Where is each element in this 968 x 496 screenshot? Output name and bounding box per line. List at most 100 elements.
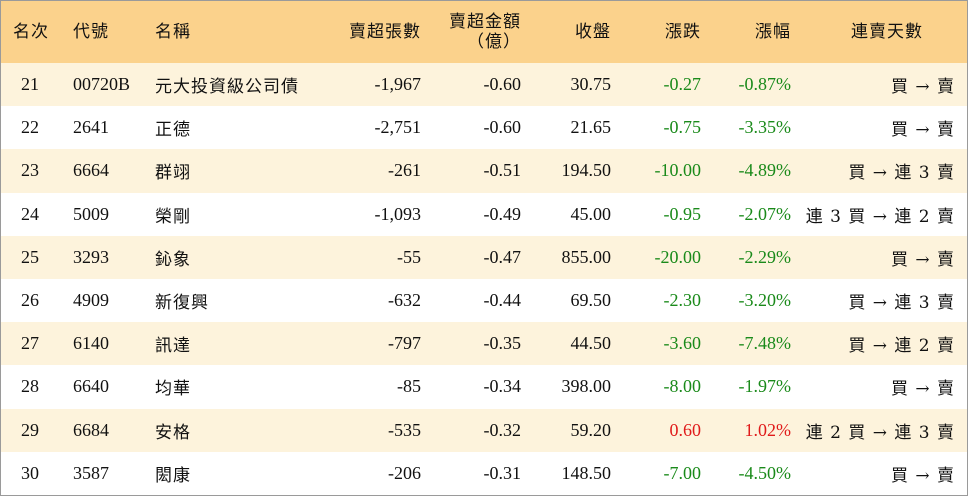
cell-close: 44.50 — [570, 333, 612, 354]
cell-code: 3587 — [73, 462, 109, 483]
cell-change: 0.60 — [669, 419, 702, 440]
cell-name: 新復興 — [155, 293, 209, 314]
cell-change: -0.95 — [663, 203, 702, 224]
cell-name: 榮剛 — [155, 206, 191, 227]
cell-rank: 28 — [21, 376, 39, 397]
cell-percent: -3.20% — [738, 290, 792, 311]
cell-close: 21.65 — [570, 117, 612, 138]
table-row: 30 3587 閎康 -206 -0.31 148.50 -7.00 -4.50… — [1, 451, 967, 495]
cell-rank: 23 — [21, 160, 39, 181]
header-row: 名次 代號 名稱 賣超張數 賣超金額 （億） 收盤 漲跌 漲幅 連賣天數 — [1, 1, 967, 63]
header-sell-amount-line2: （億） — [467, 32, 521, 52]
cell-consecutive-days: 買 → 賣 — [890, 120, 955, 141]
header-consecutive-days: 連賣天數 — [851, 22, 923, 42]
cell-change: -8.00 — [663, 376, 702, 397]
cell-consecutive-days: 買 → 賣 — [890, 77, 955, 98]
cell-code: 2641 — [73, 117, 109, 138]
cell-code: 00720B — [73, 74, 131, 95]
cell-percent: -2.29% — [738, 246, 792, 267]
header-sell-volume: 賣超張數 — [349, 22, 421, 42]
cell-change: -10.00 — [654, 160, 702, 181]
cell-consecutive-days: 買 → 連 3 賣 — [848, 163, 955, 184]
cell-sell-volume: -261 — [388, 160, 421, 181]
cell-percent: -2.07% — [738, 203, 792, 224]
cell-sell-volume: -1,093 — [374, 203, 422, 224]
cell-name: 訊達 — [155, 336, 191, 357]
table-row: 25 3293 鈊象 -55 -0.47 855.00 -20.00 -2.29… — [1, 235, 967, 279]
cell-consecutive-days: 連 2 買 → 連 3 賣 — [805, 422, 955, 443]
cell-code: 6664 — [73, 160, 109, 181]
cell-percent: -4.89% — [738, 160, 792, 181]
cell-code: 3293 — [73, 246, 109, 267]
header-name: 名稱 — [155, 22, 191, 42]
cell-sell-volume: -85 — [397, 376, 421, 397]
cell-rank: 27 — [21, 333, 39, 354]
cell-sell-amount: -0.47 — [483, 246, 522, 267]
cell-rank: 25 — [21, 246, 39, 267]
header-sell-amount: 賣超金額 （億） — [421, 1, 521, 63]
table-row: 21 00720B 元大投資級公司債 -1,967 -0.60 30.75 -0… — [1, 63, 967, 107]
table-row: 28 6640 均華 -85 -0.34 398.00 -8.00 -1.97%… — [1, 365, 967, 409]
header-change: 漲跌 — [665, 22, 701, 42]
cell-rank: 24 — [21, 203, 39, 224]
cell-rank: 22 — [21, 117, 39, 138]
cell-consecutive-days: 買 → 賣 — [890, 249, 955, 270]
cell-code: 6140 — [73, 333, 109, 354]
cell-name: 正德 — [155, 120, 191, 141]
cell-rank: 21 — [21, 74, 39, 95]
cell-rank: 30 — [21, 462, 39, 483]
cell-sell-amount: -0.49 — [483, 203, 522, 224]
cell-sell-amount: -0.60 — [483, 74, 522, 95]
header-code: 代號 — [73, 22, 109, 42]
cell-close: 69.50 — [570, 290, 612, 311]
cell-sell-amount: -0.60 — [483, 117, 522, 138]
cell-sell-volume: -535 — [388, 419, 421, 440]
cell-consecutive-days: 買 → 賣 — [890, 379, 955, 400]
cell-percent: -4.50% — [738, 462, 792, 483]
cell-close: 59.20 — [570, 419, 612, 440]
cell-sell-volume: -632 — [388, 290, 421, 311]
cell-name: 安格 — [155, 422, 191, 443]
table-row: 23 6664 群翊 -261 -0.51 194.50 -10.00 -4.8… — [1, 149, 967, 193]
cell-code: 5009 — [73, 203, 109, 224]
cell-percent: -0.87% — [738, 74, 792, 95]
cell-close: 194.50 — [561, 160, 612, 181]
cell-close: 45.00 — [570, 203, 612, 224]
cell-sell-amount: -0.31 — [483, 462, 522, 483]
cell-sell-amount: -0.35 — [483, 333, 522, 354]
cell-percent: -3.35% — [738, 117, 792, 138]
cell-percent: -7.48% — [738, 333, 792, 354]
cell-change: -0.27 — [663, 74, 702, 95]
cell-change: -3.60 — [663, 333, 702, 354]
cell-close: 398.00 — [561, 376, 612, 397]
cell-change: -20.00 — [654, 246, 702, 267]
cell-consecutive-days: 買 → 連 3 賣 — [848, 293, 955, 314]
cell-sell-volume: -797 — [388, 333, 421, 354]
cell-sell-amount: -0.51 — [483, 160, 522, 181]
cell-close: 148.50 — [561, 462, 612, 483]
cell-percent: -1.97% — [738, 376, 792, 397]
cell-consecutive-days: 買 → 賣 — [890, 465, 955, 486]
table-row: 26 4909 新復興 -632 -0.44 69.50 -2.30 -3.20… — [1, 278, 967, 323]
cell-consecutive-days: 買 → 連 2 賣 — [848, 336, 955, 357]
cell-rank: 26 — [21, 290, 39, 311]
cell-name: 鈊象 — [155, 249, 191, 270]
cell-name: 元大投資級公司債 — [155, 77, 299, 98]
header-rank: 名次 — [13, 22, 49, 42]
cell-name: 均華 — [155, 379, 191, 400]
cell-sell-volume: -206 — [388, 462, 421, 483]
cell-name: 閎康 — [155, 465, 191, 486]
cell-percent: 1.02% — [744, 419, 792, 440]
header-percent: 漲幅 — [755, 22, 791, 42]
cell-change: -0.75 — [663, 117, 702, 138]
cell-sell-volume: -1,967 — [374, 74, 422, 95]
cell-name: 群翊 — [155, 163, 191, 184]
cell-code: 6684 — [73, 419, 109, 440]
table-row: 24 5009 榮剛 -1,093 -0.49 45.00 -0.95 -2.0… — [1, 192, 967, 236]
cell-code: 6640 — [73, 376, 109, 397]
table-row: 29 6684 安格 -535 -0.32 59.20 0.60 1.02% 連… — [1, 408, 967, 452]
header-close: 收盤 — [575, 22, 611, 42]
table-row: 22 2641 正德 -2,751 -0.60 21.65 -0.75 -3.3… — [1, 106, 967, 150]
